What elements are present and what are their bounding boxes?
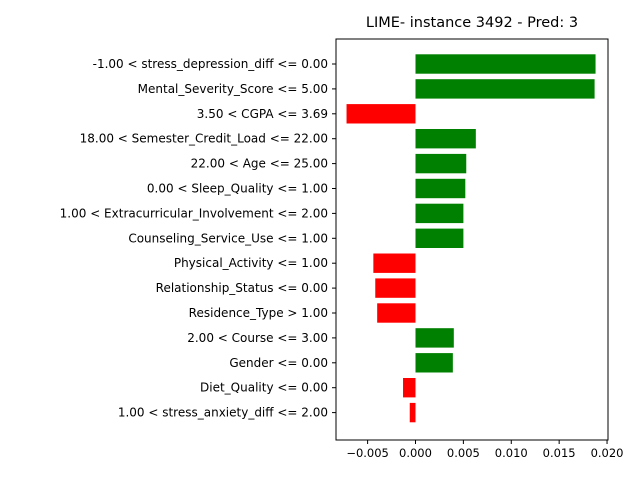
y-tick-label: 2.00 < Course <= 3.00 bbox=[187, 331, 328, 345]
x-axis: −0.005 0.000 0.005 0.010 0.015 0.020 bbox=[346, 440, 624, 460]
y-tick-label: Mental_Severity_Score <= 5.00 bbox=[138, 82, 328, 96]
y-tick-label: Relationship_Status <= 0.00 bbox=[156, 281, 328, 295]
y-tick-label: Residence_Type > 1.00 bbox=[189, 306, 328, 320]
y-tick-label: 3.50 < CGPA <= 3.69 bbox=[197, 107, 328, 121]
y-tick-label: Physical_Activity <= 1.00 bbox=[174, 256, 328, 270]
x-tick-label: 0.015 bbox=[543, 446, 576, 460]
bar-6 bbox=[415, 203, 464, 224]
bar-14 bbox=[409, 402, 416, 423]
plot-frame bbox=[335, 38, 609, 441]
y-tick-label: 1.00 < Extracurricular_Involvement <= 2.… bbox=[60, 206, 328, 220]
y-tick-label: -1.00 < stress_depression_diff <= 0.00 bbox=[93, 57, 328, 71]
x-tick-label: −0.005 bbox=[346, 446, 389, 460]
y-tick-label: 0.00 < Sleep_Quality <= 1.00 bbox=[147, 182, 328, 196]
bar-4 bbox=[415, 153, 467, 174]
bar-8 bbox=[373, 253, 416, 273]
x-tick-label: 0.000 bbox=[399, 446, 432, 460]
bar-0 bbox=[415, 54, 596, 74]
bar-9 bbox=[375, 278, 416, 298]
y-tick-label: 1.00 < stress_anxiety_diff <= 2.00 bbox=[118, 406, 328, 420]
chart-title: LIME- instance 3492 - Pred: 3 bbox=[366, 15, 578, 31]
bars-group bbox=[346, 54, 596, 423]
bar-2 bbox=[346, 104, 416, 124]
y-tick-label: Diet_Quality <= 0.00 bbox=[200, 381, 328, 395]
bar-1 bbox=[415, 79, 595, 99]
x-tick-label: 0.005 bbox=[447, 446, 480, 460]
y-axis: -1.00 < stress_depression_diff <= 0.00 Me… bbox=[60, 57, 336, 420]
x-tick-label: 0.010 bbox=[495, 446, 528, 460]
y-tick-label: 22.00 < Age <= 25.00 bbox=[191, 157, 328, 171]
y-tick-label: Gender <= 0.00 bbox=[229, 356, 328, 370]
bar-12 bbox=[415, 353, 453, 373]
bar-3 bbox=[415, 129, 476, 149]
bar-5 bbox=[415, 178, 466, 199]
bar-7 bbox=[415, 228, 464, 248]
y-tick-label: 18.00 < Semester_Credit_Load <= 22.00 bbox=[80, 132, 328, 146]
bar-10 bbox=[377, 303, 416, 323]
x-tick-label: 0.020 bbox=[591, 446, 624, 460]
bar-13 bbox=[403, 378, 416, 398]
bar-11 bbox=[415, 328, 454, 348]
y-tick-label: Counseling_Service_Use <= 1.00 bbox=[128, 231, 328, 245]
